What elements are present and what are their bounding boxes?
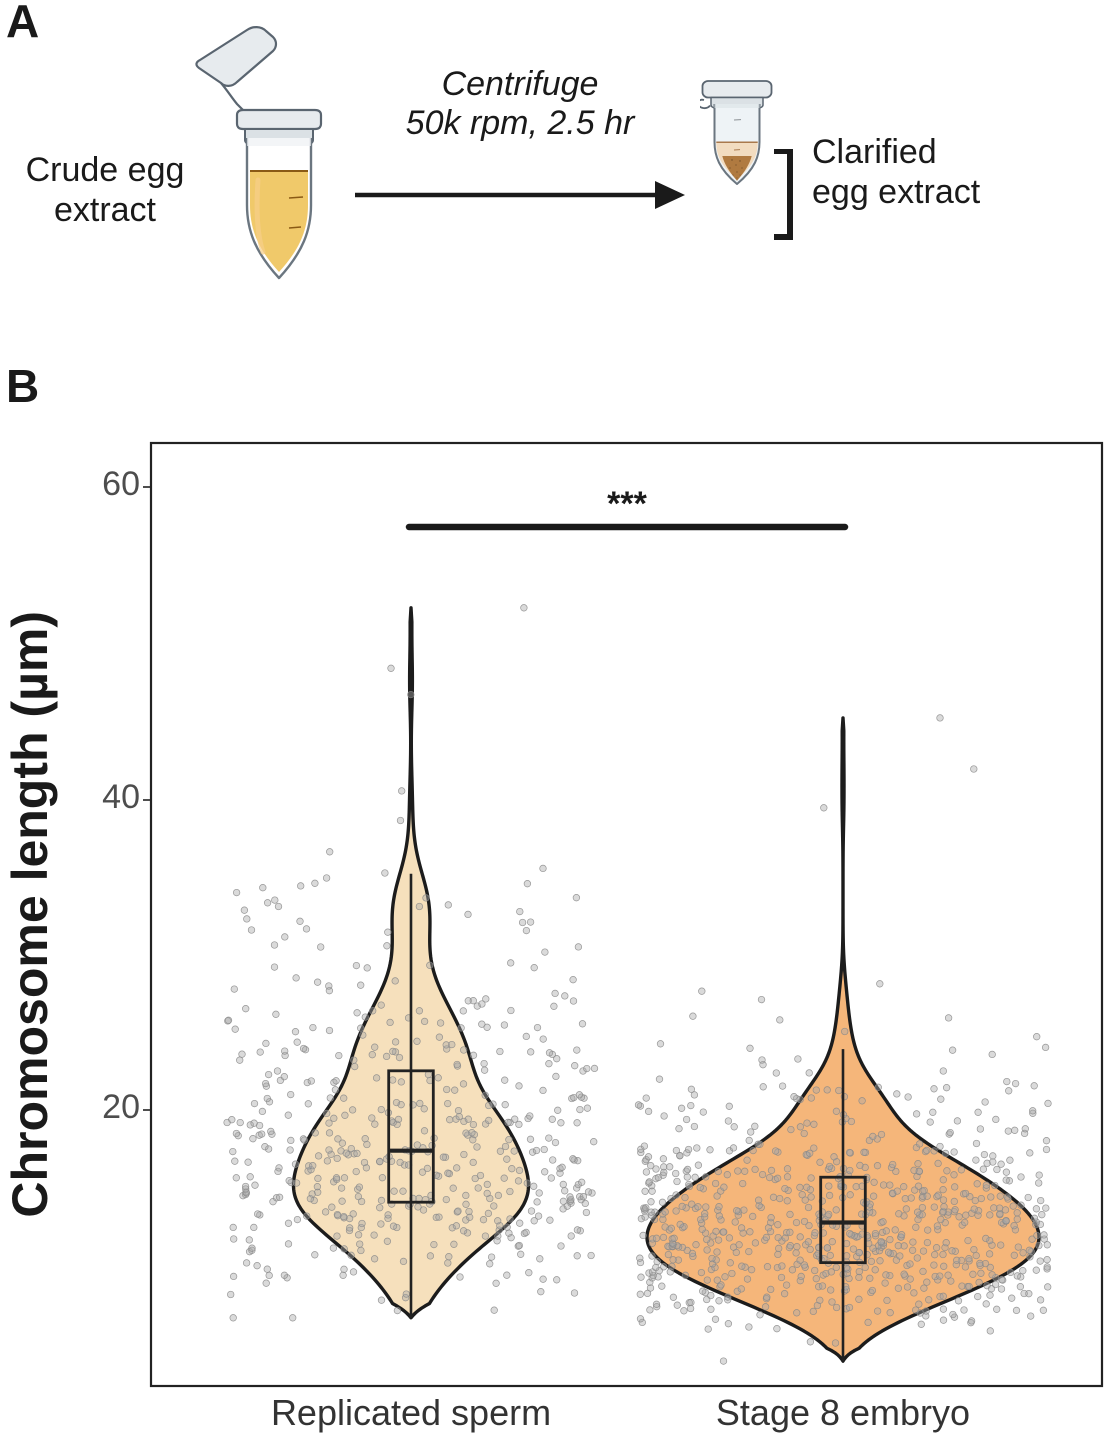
svg-text:***: *** xyxy=(607,485,647,523)
